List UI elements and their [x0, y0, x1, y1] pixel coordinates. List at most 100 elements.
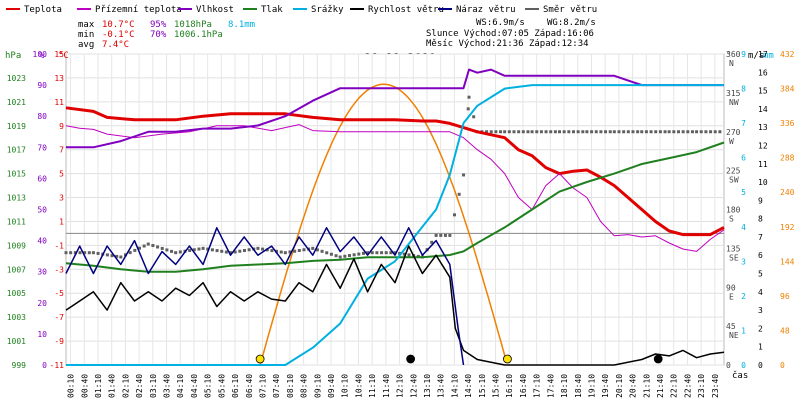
marker-sunrise: [255, 354, 265, 364]
wind-direction-dot: [73, 251, 77, 255]
time-tick: 12:40: [409, 374, 418, 398]
wind-direction-dot: [361, 251, 365, 255]
info-moon: Měsíc Východ:21:36 Západ:12:34: [426, 39, 589, 49]
wind-direction-dot: [119, 255, 123, 259]
wind-direction-dot: [398, 251, 402, 255]
time-tick: 06:40: [245, 374, 254, 398]
time-tick: 17:10: [533, 374, 542, 398]
axis-title-dir: °: [726, 51, 731, 61]
mm-tick: 0: [741, 361, 746, 370]
wind-direction-dot: [87, 251, 91, 255]
series-rychlost-v-tru: [65, 245, 725, 366]
marker-moonset: [406, 354, 416, 364]
hpa-tick: 1017: [7, 146, 26, 155]
wind-direction-dot: [672, 130, 676, 134]
wind-direction-dot: [667, 130, 671, 134]
wind-direction-dot: [704, 130, 708, 134]
wind-direction-dot: [457, 192, 461, 196]
time-tick: 05:10: [204, 374, 213, 398]
mm-tick: 5: [741, 188, 746, 197]
wind-direction-dot: [297, 248, 301, 252]
wind-direction-dot: [78, 251, 82, 255]
wind-direction-dot: [220, 249, 224, 253]
time-tick: 05:40: [217, 374, 226, 398]
hpa-tick: 1003: [7, 313, 26, 322]
temp-tick: 13: [54, 74, 64, 83]
sun-tick: 144: [780, 257, 795, 266]
wind-direction-dot: [663, 130, 667, 134]
sun-tick: 0: [780, 361, 785, 370]
ms-tick: 15: [758, 87, 768, 96]
wind-direction-dot: [612, 130, 616, 134]
wind-direction-dot: [626, 130, 630, 134]
ms-tick: 13: [758, 123, 768, 132]
wind-direction-dot: [352, 253, 356, 257]
time-tick: 15:40: [492, 374, 501, 398]
time-tick: 10:10: [341, 374, 350, 398]
time-tick: 23:40: [711, 374, 720, 398]
wind-direction-dot: [636, 130, 640, 134]
pct-tick: 0: [42, 361, 47, 370]
axis-title-temp: °C: [58, 51, 69, 61]
sun-tick: 192: [780, 223, 795, 232]
hpa-tick: 1021: [7, 98, 26, 107]
wind-direction-dot: [590, 130, 594, 134]
info-block: WS:6.9m/s WG:8.2m/s Slunce Východ:07:05 …: [426, 18, 596, 49]
ms-tick: 16: [758, 68, 768, 77]
mm-tick: 1: [741, 326, 746, 335]
stats-max-rain: 8.1mm: [228, 20, 255, 30]
wind-direction-dot: [197, 247, 201, 251]
temp-tick: 15: [54, 50, 64, 59]
time-tick: 15:10: [478, 374, 487, 398]
wind-direction-dot: [146, 242, 150, 246]
wind-direction-dot: [676, 130, 680, 134]
time-tick: 20:10: [615, 374, 624, 398]
wind-direction-dot: [256, 246, 260, 250]
plot-area: [65, 53, 725, 366]
wind-direction-dot: [210, 248, 214, 252]
time-tick: 10:40: [354, 374, 363, 398]
wind-direction-dot: [115, 254, 119, 258]
stats-min-hum: 70%: [150, 30, 167, 40]
dir-tick: 45: [726, 322, 736, 331]
time-tick: 07:10: [258, 374, 267, 398]
hpa-tick: 1013: [7, 194, 26, 203]
dir-tick: 180: [726, 206, 741, 215]
pct-tick: 40: [37, 237, 47, 246]
axis-title-mm: mm: [763, 51, 774, 61]
hpa-tick: 1015: [7, 170, 26, 179]
wind-direction-dot: [718, 130, 722, 134]
ms-tick: 17: [758, 50, 768, 59]
wind-direction-dot: [64, 251, 68, 255]
time-tick: 13:40: [437, 374, 446, 398]
wind-direction-dot: [526, 130, 530, 134]
wind-direction-dot: [151, 244, 155, 248]
stats-max-hum: 95%: [150, 20, 167, 30]
dir-compass-label: W: [729, 137, 734, 146]
wind-direction-dot: [215, 249, 219, 253]
wind-direction-dot: [380, 251, 384, 255]
time-tick: 09:10: [313, 374, 322, 398]
time-tick: 19:40: [601, 374, 610, 398]
legend-label: Teplota: [24, 5, 62, 15]
wind-direction-dot: [448, 233, 452, 237]
wind-direction-dot: [494, 130, 498, 134]
stats-max-temp: 10.7°C: [102, 20, 135, 30]
info-ws: WS:6.9m/s: [476, 18, 525, 28]
temp-tick: 5: [59, 170, 64, 179]
info-sun: Slunce Východ:07:05 Západ:16:06: [426, 29, 594, 39]
wind-direction-dot: [133, 248, 137, 252]
wind-direction-dot: [110, 254, 114, 258]
wind-direction-dot: [343, 254, 347, 258]
info-wg: WG:8.2m/s: [547, 18, 596, 28]
wind-direction-dot: [521, 130, 525, 134]
pct-tick: 90: [37, 81, 47, 90]
wind-direction-dot: [567, 130, 571, 134]
time-tick: 16:10: [505, 374, 514, 398]
wind-direction-dot: [617, 130, 621, 134]
wind-direction-dot: [466, 107, 470, 111]
temp-tick: 9: [59, 122, 64, 131]
markers-layer: [255, 354, 663, 364]
time-tick: 14:10: [450, 374, 459, 398]
